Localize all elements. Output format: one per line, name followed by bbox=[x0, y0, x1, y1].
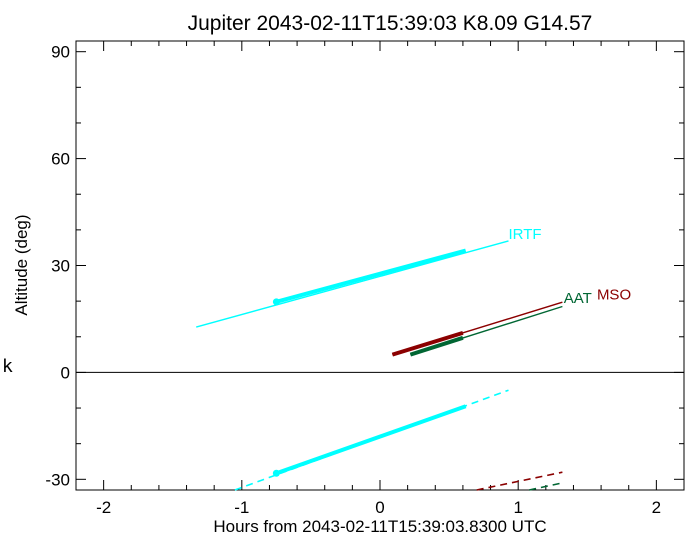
marker-irtf bbox=[272, 298, 280, 306]
series-line-mso-thick bbox=[391, 330, 464, 357]
y-tick-label: 90 bbox=[51, 43, 70, 62]
y-tick-label: -30 bbox=[45, 470, 70, 489]
x-axis-label: Hours from 2043-02-11T15:39:03.8300 UTC bbox=[213, 517, 546, 536]
series-line-irtf-thin bbox=[196, 240, 509, 328]
series-markers bbox=[272, 298, 280, 477]
x-tick-label: -1 bbox=[234, 498, 249, 517]
axis-tick-labels: -2 -1 0 1 2 -30 0 30 60 90 bbox=[45, 43, 661, 517]
series-line-mso-dashed bbox=[476, 471, 563, 491]
x-tick-label: 2 bbox=[652, 498, 661, 517]
site-label-mso: MSO bbox=[597, 286, 631, 303]
series-line-aat-dashed bbox=[529, 482, 563, 491]
y-tick-label: 60 bbox=[51, 150, 70, 169]
axis-ticks bbox=[75, 41, 685, 490]
series-line-aat-thick bbox=[409, 335, 464, 357]
marker-irtf bbox=[272, 469, 280, 477]
plot-frame bbox=[75, 40, 685, 491]
site-label-aat: AAT bbox=[564, 290, 592, 307]
site-label-irtf: IRTF bbox=[509, 226, 542, 243]
y-axis-label: Altitude (deg) bbox=[12, 214, 31, 315]
site-labels: IRTF AAT MSO bbox=[509, 226, 632, 307]
y-tick-label: 0 bbox=[61, 363, 70, 382]
y-tick-label: 30 bbox=[51, 257, 70, 276]
series-line-irtf-thick bbox=[275, 404, 467, 476]
series-lines bbox=[196, 240, 563, 491]
x-tick-label: 1 bbox=[513, 498, 522, 517]
x-tick-label: -2 bbox=[96, 498, 111, 517]
series-line-irtf-thick bbox=[275, 248, 467, 304]
side-text: k bbox=[2, 356, 13, 377]
chart-title: Jupiter 2043-02-11T15:39:03 K8.09 G14.57 bbox=[188, 12, 593, 35]
x-tick-label: 0 bbox=[375, 498, 384, 517]
